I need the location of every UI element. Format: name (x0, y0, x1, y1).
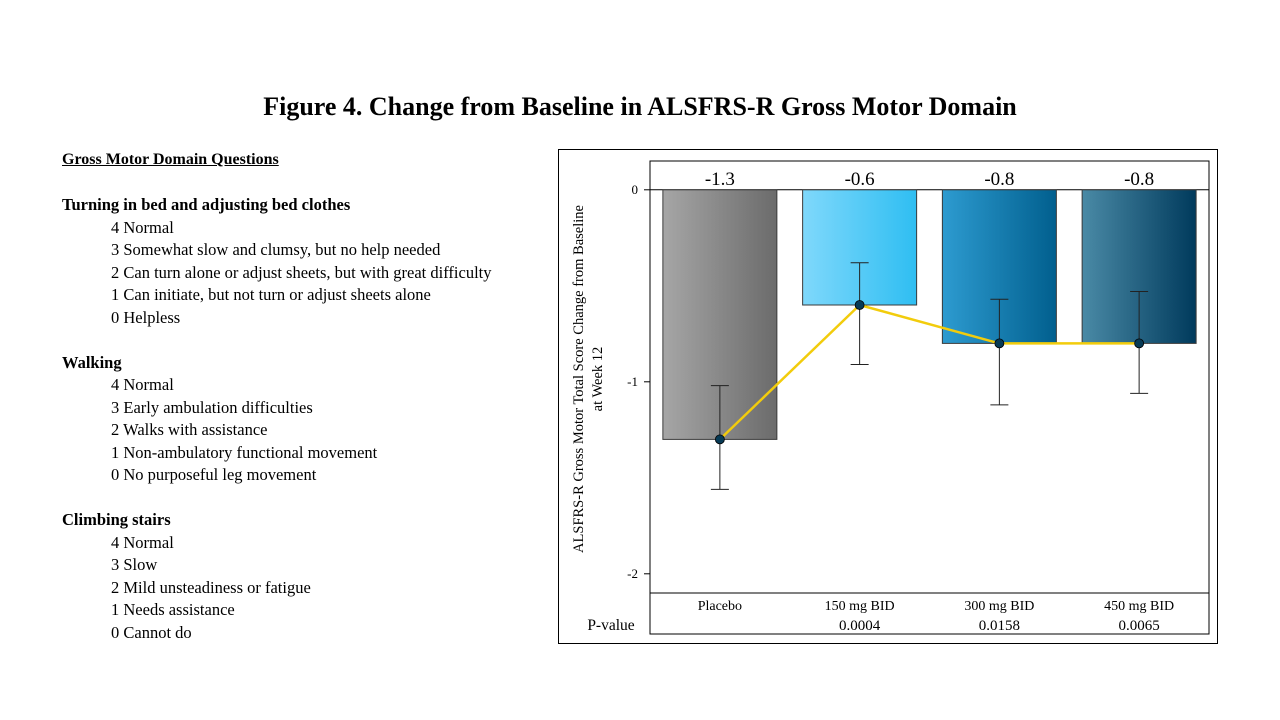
chart-container: 0 -1 -2 ALSFRS-R Gross Motor Total Score Ch… (558, 149, 1218, 644)
question-option: 1 Needs assistance (111, 600, 235, 619)
question-option: 1 Non-ambulatory functional movement (111, 442, 378, 462)
question-option: 3 Slow (111, 555, 158, 574)
question-option: 2 Can turn alone or adjust sheets, but w… (111, 262, 492, 282)
category-label: Placebo (698, 599, 742, 614)
p-value: 0.0065 (1119, 618, 1160, 634)
question-option: 3 Somewhat slow and clumsy, but no help … (111, 240, 441, 259)
value-label: -0.8 (984, 169, 1014, 190)
plot-frame (649, 160, 1210, 635)
question-option: 1 Can initiate, but not turn or adjust s… (111, 285, 431, 304)
mean-marker (854, 300, 865, 310)
question-section-climbing: Climbing stairs 4 Normal 3 Slow 2 Mild u… (62, 509, 552, 644)
p-value: 0.0158 (979, 618, 1020, 634)
question-title: Turning in bed and adjusting bed clothes (62, 195, 351, 214)
question-option: 0 No purposeful leg movement (111, 465, 317, 484)
value-label: -0.6 (845, 169, 875, 190)
question-title: Climbing stairs (62, 510, 171, 529)
question-title: Walking (62, 352, 122, 372)
p-value-row-label: P-value (587, 617, 634, 634)
y-tick-label: 0 (632, 182, 639, 197)
question-option: 2 Walks with assistance (111, 420, 268, 439)
y-axis-label: ALSFRS-R Gross Motor Total Score Change … (571, 205, 587, 553)
questions-heading: Gross Motor Domain Questions (62, 151, 279, 168)
category-label: 150 mg BID (825, 599, 895, 614)
category-label: 450 mg BID (1104, 599, 1174, 614)
value-label: -1.3 (705, 169, 735, 190)
question-option: 4 Normal (111, 217, 174, 237)
mean-marker (1134, 338, 1145, 349)
question-section-walking: Walking 4 Normal 3 Early ambulation diff… (62, 352, 552, 487)
gross-motor-questions: Gross Motor Domain Questions Turning in … (62, 149, 552, 667)
question-option: 2 Mild unsteadiness or fatigue (111, 577, 311, 597)
question-option: 0 Helpless (111, 307, 181, 327)
y-axis-label: at Week 12 (590, 347, 606, 412)
p-value: 0.0004 (839, 618, 881, 634)
question-option: 0 Cannot do (111, 622, 192, 642)
y-tick-label: -2 (627, 566, 638, 581)
mean-trend-line (719, 303, 1140, 441)
question-option: 4 Normal (111, 532, 174, 552)
question-section-turning: Turning in bed and adjusting bed clothes… (62, 194, 552, 329)
bar-chart: 0 -1 -2 ALSFRS-R Gross Motor Total Score Ch… (571, 160, 1210, 635)
question-option: 3 Early ambulation difficulties (111, 397, 313, 417)
figure-title: Figure 4. Change from Baseline in ALSFRS… (263, 92, 1017, 121)
mean-marker (714, 434, 725, 445)
value-label: -0.8 (1124, 169, 1154, 190)
question-option: 4 Normal (111, 375, 174, 394)
category-label: 300 mg BID (964, 599, 1034, 614)
y-tick-label: -1 (627, 374, 638, 389)
mean-marker (994, 338, 1005, 349)
